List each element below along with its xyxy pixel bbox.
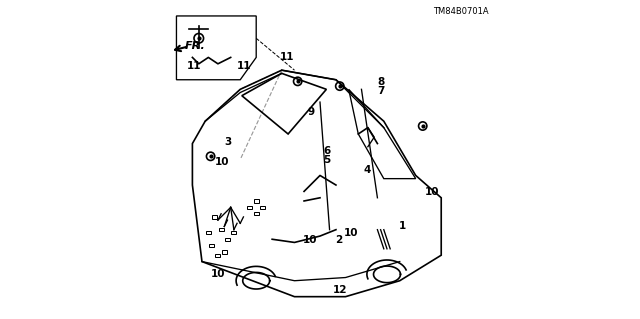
Bar	[225, 238, 230, 241]
Text: 11: 11	[187, 61, 201, 71]
Text: 10: 10	[344, 228, 359, 238]
Text: 10: 10	[211, 269, 225, 279]
Text: 2: 2	[335, 235, 342, 245]
Bar	[253, 199, 259, 203]
Text: 5: 5	[323, 155, 330, 165]
Text: 3: 3	[224, 137, 232, 147]
Text: 10: 10	[215, 157, 229, 167]
Bar	[206, 231, 211, 234]
Text: 11: 11	[280, 52, 294, 62]
Text: 11: 11	[236, 61, 251, 71]
Text: 12: 12	[333, 285, 348, 295]
Bar	[218, 228, 223, 231]
Bar	[221, 250, 227, 254]
Bar	[209, 244, 214, 247]
Bar	[231, 231, 236, 234]
Text: 6: 6	[323, 145, 330, 156]
Text: 1: 1	[399, 221, 406, 232]
Text: 8: 8	[378, 77, 385, 87]
Bar	[253, 212, 259, 215]
Bar	[216, 254, 220, 257]
Text: 9: 9	[307, 107, 314, 117]
Text: 4: 4	[363, 165, 371, 175]
Text: TM84B0701A: TM84B0701A	[433, 7, 489, 16]
Text: FR.: FR.	[184, 41, 205, 51]
Bar	[260, 206, 265, 209]
Text: 7: 7	[378, 86, 385, 96]
Bar	[212, 215, 218, 219]
Bar	[247, 206, 252, 209]
Text: 10: 10	[425, 187, 440, 197]
Text: 10: 10	[303, 235, 317, 245]
